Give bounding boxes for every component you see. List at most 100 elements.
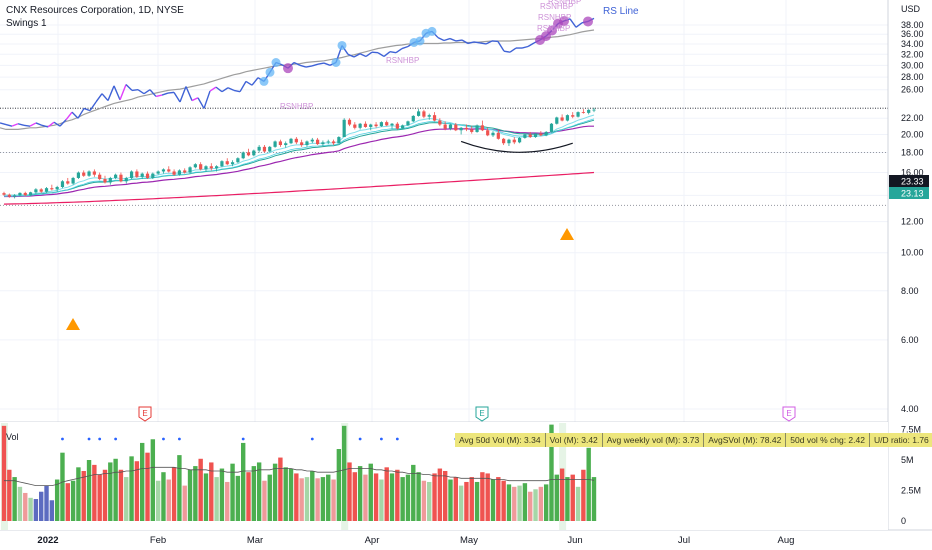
- volume-bar: [44, 485, 49, 521]
- price-badge-value: 23.13: [901, 189, 924, 199]
- candle: [576, 111, 580, 118]
- volume-bar: [129, 456, 134, 521]
- candle: [156, 170, 160, 175]
- candle-body: [236, 158, 240, 163]
- volume-bar: [405, 474, 411, 521]
- candle-body: [406, 121, 410, 126]
- indicator-legend[interactable]: Swings 1: [6, 18, 47, 29]
- candle-body: [347, 119, 352, 125]
- rs-line-segment: [311, 63, 319, 67]
- candle-body: [87, 171, 91, 176]
- candle-body: [18, 192, 22, 196]
- candle: [432, 112, 437, 122]
- candle: [257, 145, 261, 153]
- rs-line-segment: [167, 91, 175, 94]
- candle-body: [167, 169, 171, 172]
- candle-body: [470, 129, 474, 132]
- rs-line-segment: [149, 89, 157, 97]
- candle: [129, 170, 134, 180]
- rs-line-segment: [575, 22, 583, 28]
- price-tick-label: 36.00: [901, 29, 924, 39]
- candle: [28, 191, 33, 197]
- rs-line-segment: [95, 93, 103, 103]
- volume-bar: [283, 467, 288, 521]
- candle: [502, 137, 506, 146]
- candle: [60, 180, 65, 189]
- rs-line-segment: [0, 122, 7, 126]
- candle-body: [512, 139, 516, 143]
- candle: [454, 122, 458, 132]
- earnings-label: E: [479, 409, 484, 418]
- candle-body: [66, 181, 70, 184]
- candle: [55, 185, 59, 192]
- rs-line-segment: [383, 51, 391, 58]
- candle-body: [23, 192, 27, 196]
- time-tick-label: Mar: [247, 535, 263, 546]
- candle: [188, 166, 192, 174]
- volume-bar: [108, 462, 113, 521]
- ma-50-line: [4, 125, 594, 198]
- candle-body: [316, 139, 320, 145]
- candle: [161, 168, 166, 174]
- price-tick-label: 6.00: [901, 335, 919, 345]
- rs-line-segment: [473, 41, 481, 44]
- rs-line-segment: [401, 45, 409, 50]
- rs-line-segment: [221, 87, 229, 93]
- volume-bar: [28, 497, 33, 521]
- volume-bar: [246, 472, 251, 521]
- rs-line-segment: [53, 121, 61, 127]
- rs-annotation-label: RSNHBP: [386, 56, 419, 65]
- candle-body: [539, 133, 543, 136]
- candle-body: [411, 115, 415, 122]
- rs-line-segment: [209, 86, 217, 92]
- volume-bar: [581, 469, 586, 521]
- candle-body: [374, 124, 378, 127]
- candle-body: [475, 125, 479, 132]
- volume-bar: [389, 473, 395, 521]
- candle: [209, 163, 213, 171]
- rs-line-segment: [497, 41, 505, 52]
- candle: [581, 109, 585, 114]
- volume-bar: [336, 449, 342, 521]
- rs-line-segment: [71, 111, 79, 119]
- candle: [390, 122, 394, 129]
- rs-line-segment: [503, 50, 511, 53]
- volume-bar: [76, 467, 81, 521]
- volume-signal-dot: [241, 437, 245, 441]
- symbol-legend[interactable]: CNX Resources Corporation, 1D, NYSE: [6, 5, 184, 16]
- volume-bar: [134, 461, 140, 521]
- volume-bar: [17, 486, 23, 521]
- volume-signal-dot: [379, 437, 383, 441]
- candle-body: [571, 115, 575, 117]
- rs-line-segment: [155, 94, 163, 98]
- candle: [342, 118, 346, 138]
- candle-body: [549, 123, 554, 132]
- volume-signal-dot: [61, 437, 64, 441]
- candle-body: [108, 177, 112, 183]
- candle: [316, 137, 320, 146]
- candle-body: [587, 109, 591, 113]
- candle: [18, 192, 22, 197]
- candle: [549, 122, 554, 133]
- candle-body: [129, 171, 134, 178]
- candle: [140, 172, 144, 180]
- candle: [491, 131, 495, 138]
- swing-low-triangle: [560, 228, 574, 240]
- candle: [587, 109, 591, 115]
- candle: [331, 139, 336, 146]
- candle-body: [369, 124, 373, 127]
- rs-line-segment: [23, 124, 31, 127]
- earnings-marker: E: [475, 406, 489, 422]
- volume-bar: [262, 480, 267, 521]
- rs-line-segment: [521, 45, 529, 49]
- rs-annotation-label: RSNHBP: [548, 0, 581, 6]
- candle: [459, 126, 463, 135]
- price-tick-label: 30.00: [901, 60, 924, 70]
- candle-body: [443, 124, 447, 129]
- price-badge-bg: [889, 187, 929, 199]
- rs-line-segment: [17, 123, 25, 127]
- volume-bar: [543, 484, 549, 521]
- volume-bar: [442, 470, 448, 521]
- candle-body: [114, 174, 118, 178]
